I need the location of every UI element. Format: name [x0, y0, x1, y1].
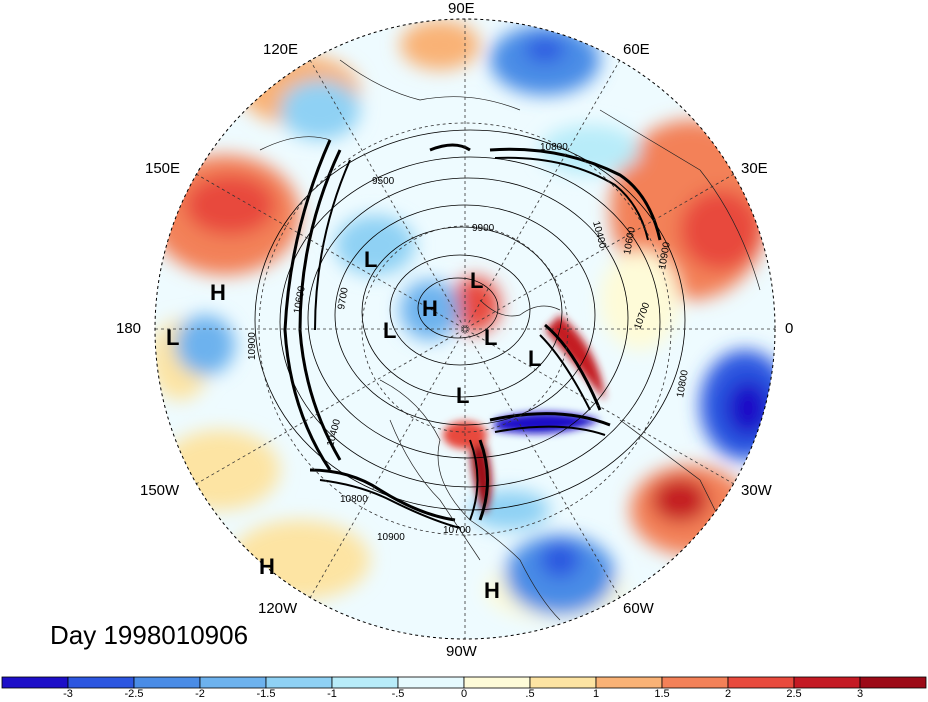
lon-label-60w: 60W [623, 600, 654, 617]
low-pressure-marker: L [528, 346, 542, 371]
colorbar-swatch [331, 676, 399, 689]
lon-label-150w: 150W [140, 482, 180, 499]
contour-label: 10900 [657, 241, 673, 271]
date-label: Day 1998010906 [50, 620, 249, 650]
contour-label: 10800 [675, 369, 691, 399]
contour-label: 10600 [622, 226, 638, 256]
colorbar-swatch [595, 676, 663, 689]
colorbar-swatch [1, 676, 69, 689]
colorbar-tick-label: -1.5 [256, 688, 276, 700]
lon-label-30e: 30E [741, 160, 768, 177]
graticule [155, 19, 775, 639]
contour-label: 10900 [247, 332, 258, 360]
low-pressure-marker: L [166, 325, 180, 350]
colorbar-swatch [199, 676, 267, 689]
lon-label-120e: 120E [263, 41, 299, 58]
lon-label-0: 0 [785, 320, 794, 337]
low-pressure-marker: L [364, 247, 378, 272]
colorbar-tick-label: -2 [195, 688, 205, 700]
coastlines [259, 59, 761, 621]
colorbar-tick-label: -.5 [391, 688, 405, 700]
colorbar-tick-label: -3 [63, 688, 73, 700]
high-pressure-marker: H [422, 296, 438, 321]
colorbar-tick-label: 0 [460, 688, 468, 700]
colorbar-tick-label: 1 [592, 688, 600, 700]
contour-label: 9500 [372, 176, 395, 187]
contour-label: 10800 [340, 494, 368, 505]
colorbar-swatch [397, 676, 465, 689]
high-pressure-marker: H [259, 554, 275, 579]
lon-label-60e: 60E [623, 41, 650, 58]
colorbar-swatch [67, 676, 135, 689]
colorbar-tick-label: 3 [856, 688, 864, 700]
colorbar-tick-label: 2 [724, 688, 732, 700]
colorbar-swatch [463, 676, 531, 689]
colorbar-tick-label: .5 [525, 688, 535, 700]
lon-label-90w: 90W [446, 643, 477, 660]
colorbar-swatch [793, 676, 861, 689]
contour-label: 10600 [292, 285, 308, 315]
contour-label: 9900 [472, 223, 495, 234]
colorbar-tick-label: -1 [327, 688, 337, 700]
low-pressure-marker: L [470, 268, 484, 293]
colorbar [1, 676, 927, 689]
contour-label: 10700 [443, 525, 471, 536]
colorbar-swatch [133, 676, 201, 689]
colorbar-swatch [727, 676, 795, 689]
contour-label: 10900 [377, 532, 405, 543]
lon-label-30w: 30W [741, 482, 772, 499]
colorbar-swatch [859, 676, 927, 689]
lon-label-120w: 120W [258, 600, 298, 617]
high-pressure-marker: H [210, 280, 226, 305]
colorbar-swatch [529, 676, 597, 689]
contour-label: 9700 [336, 286, 351, 310]
low-pressure-marker: L [484, 325, 498, 350]
colorbar-swatch [661, 676, 729, 689]
high-pressure-marker: H [484, 578, 500, 603]
colorbar-tick-label: 2.5 [786, 688, 802, 700]
anomaly-field [155, 19, 775, 639]
lon-label-90e: 90E [448, 0, 475, 17]
low-pressure-marker: L [383, 318, 397, 343]
colorbar-swatch [265, 676, 333, 689]
lon-label-150e: 150E [145, 160, 181, 177]
colorbar-tick-label: -2.5 [124, 688, 144, 700]
lon-label-180: 180 [116, 320, 142, 337]
low-pressure-marker: L [456, 383, 470, 408]
colorbar-tick-label: 1.5 [654, 688, 670, 700]
height-contours [254, 129, 686, 529]
map-boundary [154, 18, 776, 640]
contour-label: 10800 [540, 142, 568, 153]
